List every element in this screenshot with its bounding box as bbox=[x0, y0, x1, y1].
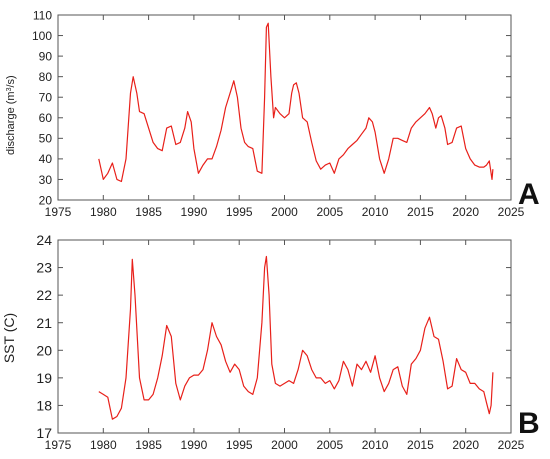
sst-y-tick-label: 17 bbox=[36, 425, 52, 441]
sst-x-ticks: 1975 1980 1985 1990 1995 2000 2005 2010 2015 2020… bbox=[45, 240, 525, 452]
discharge-series-line bbox=[98, 22, 494, 183]
sst-x-tick-label: 2005 bbox=[316, 438, 343, 452]
sst-y-tick-label: 22 bbox=[36, 287, 52, 303]
sst-series-line bbox=[98, 255, 494, 420]
discharge-x-tick-label: 1990 bbox=[181, 205, 208, 219]
sst-x-tick-label: 2010 bbox=[362, 438, 389, 452]
discharge-x-tick-label: 2025 bbox=[498, 205, 525, 219]
sst-x-tick-label: 1975 bbox=[45, 438, 72, 452]
sst-y-ticks: 17 18 19 20 21 22 23 24 bbox=[36, 232, 511, 441]
sst-y-tick-label: 24 bbox=[36, 232, 52, 248]
discharge-x-tick-label: 1975 bbox=[45, 205, 72, 219]
discharge-x-tick-label: 2015 bbox=[407, 205, 434, 219]
discharge-y-tick-label: 70 bbox=[39, 91, 53, 105]
discharge-x-tick-label: 2005 bbox=[316, 205, 343, 219]
discharge-y-tick-label: 30 bbox=[39, 173, 53, 187]
discharge-x-tick-label: 1980 bbox=[90, 205, 117, 219]
discharge-x-tick-label: 1995 bbox=[226, 205, 253, 219]
discharge-plot-frame bbox=[57, 14, 512, 201]
discharge-x-ticks: 1975 1980 1985 1990 1995 2000 2005 2010 2015 2020… bbox=[45, 15, 525, 219]
sst-y-tick-label: 19 bbox=[36, 370, 52, 386]
discharge-y-tick-label: 50 bbox=[39, 132, 53, 146]
sst-x-tick-label: 1990 bbox=[181, 438, 208, 452]
sst-panel: 17 18 19 20 21 22 23 24 1975 1980 1985 1990 1995 200… bbox=[1, 232, 540, 452]
sst-x-tick-label: 1980 bbox=[90, 438, 117, 452]
sst-x-tick-label: 2025 bbox=[498, 438, 525, 452]
discharge-y-tick-label: 100 bbox=[32, 29, 52, 43]
discharge-y-tick-label: 20 bbox=[39, 193, 53, 207]
sst-y-axis-label: SST (C) bbox=[1, 313, 17, 363]
sst-x-tick-label: 1985 bbox=[135, 438, 162, 452]
sst-y-tick-label: 21 bbox=[36, 315, 52, 331]
discharge-y-tick-label: 110 bbox=[33, 8, 52, 22]
discharge-y-axis-label: discharge (m3/s) bbox=[5, 75, 17, 155]
panel-label-b: B bbox=[518, 407, 540, 440]
discharge-y-tick-label: 40 bbox=[39, 152, 53, 166]
sst-x-tick-label: 1995 bbox=[226, 438, 253, 452]
sst-x-tick-label: 2000 bbox=[271, 438, 298, 452]
discharge-x-tick-label: 2010 bbox=[362, 205, 389, 219]
discharge-y-tick-label: 60 bbox=[39, 111, 53, 125]
discharge-x-tick-label: 2000 bbox=[271, 205, 298, 219]
sst-plot-frame bbox=[57, 239, 512, 434]
panel-label-a: A bbox=[518, 178, 540, 211]
discharge-y-tick-label: 90 bbox=[39, 49, 53, 63]
sst-y-tick-label: 20 bbox=[36, 342, 52, 358]
sst-x-tick-label: 2020 bbox=[452, 438, 479, 452]
discharge-y-tick-label: 80 bbox=[39, 70, 53, 84]
sst-x-tick-label: 2015 bbox=[407, 438, 434, 452]
sst-y-tick-label: 23 bbox=[36, 260, 52, 276]
sst-y-tick-label: 18 bbox=[36, 397, 52, 413]
discharge-y-ticks: 20 30 40 50 60 70 80 90 100 110 bbox=[32, 8, 511, 207]
discharge-x-tick-label: 2020 bbox=[452, 205, 479, 219]
discharge-x-tick-label: 1985 bbox=[135, 205, 162, 219]
